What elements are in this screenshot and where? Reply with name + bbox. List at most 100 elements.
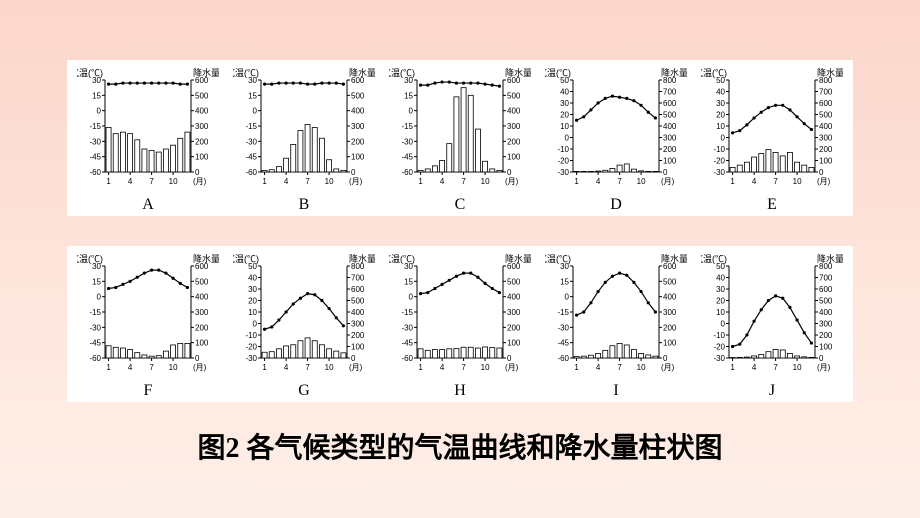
climate-chart-d: 气温(℃)降水量(mm)50403020100-10-20-3080070060… [545,66,687,194]
precip-bar [795,162,800,172]
temp-line [421,273,500,293]
svg-text:700: 700 [663,88,677,97]
precip-bar [156,356,161,358]
temp-marker [803,122,806,125]
svg-text:20: 20 [716,111,725,120]
svg-text:-15: -15 [557,308,569,317]
svg-text:0: 0 [253,320,258,329]
temp-marker [433,287,436,290]
svg-text:10: 10 [169,177,178,186]
temp-marker [292,81,295,84]
svg-text:400: 400 [351,308,365,317]
svg-text:4: 4 [128,363,133,372]
temp-marker [313,293,316,296]
svg-text:100: 100 [195,153,209,162]
temp-marker [738,129,741,132]
svg-text:-15: -15 [401,308,413,317]
precip-bar [596,353,601,358]
svg-text:-30: -30 [713,354,725,363]
svg-text:50: 50 [248,262,257,271]
temp-marker [654,116,657,119]
svg-text:500: 500 [351,91,365,100]
precip-bar [262,352,267,358]
svg-text:-10: -10 [713,331,725,340]
temp-marker [455,275,458,278]
svg-text:300: 300 [195,122,209,131]
svg-text:4: 4 [284,177,289,186]
temp-line [733,105,812,133]
temp-marker [632,99,635,102]
svg-text:200: 200 [195,323,209,332]
temp-marker [611,95,614,98]
temp-marker [277,81,280,84]
svg-text:600: 600 [663,99,677,108]
chart-cell-d: 气温(℃)降水量(mm)50403020100-10-20-3080070060… [545,66,687,214]
svg-text:0: 0 [351,168,356,177]
precip-bar [341,353,346,358]
temp-marker [604,281,607,284]
charts-container: 气温(℃)降水量(mm)30150-15-30-45-6060050040030… [67,60,853,402]
svg-text:-60: -60 [89,354,101,363]
precip-bar [744,357,749,358]
svg-text:400: 400 [195,107,209,116]
precip-bar [312,341,317,358]
svg-text:400: 400 [819,308,833,317]
svg-text:300: 300 [351,122,365,131]
precip-bar [291,345,296,358]
svg-text:4: 4 [440,363,445,372]
svg-text:4: 4 [596,177,601,186]
svg-text:-20: -20 [713,157,725,166]
chart-label: G [298,382,310,400]
svg-text:1: 1 [418,363,423,372]
figure-caption: 图2 各气候类型的气温曲线和降水量柱状图 [197,426,722,466]
svg-text:500: 500 [663,111,677,120]
svg-text:10: 10 [481,363,490,372]
temp-marker [186,82,189,85]
chart-cell-a: 气温(℃)降水量(mm)30150-15-30-45-6060050040030… [77,66,219,214]
precip-bar [766,352,771,358]
temp-marker [774,104,777,107]
precip-bar [185,343,190,358]
temp-marker [469,81,472,84]
svg-text:200: 200 [351,137,365,146]
temp-marker [157,81,160,84]
climate-chart-c: 气温(℃)降水量(mm)30150-15-30-45-6060050040030… [389,66,531,194]
precip-bar [418,170,423,172]
temp-marker [752,320,755,323]
svg-text:10: 10 [637,363,646,372]
precip-bar [639,171,644,172]
svg-text:0: 0 [721,320,726,329]
temp-marker [632,281,635,284]
svg-text:(月): (月) [193,177,207,186]
temp-marker [810,128,813,131]
temp-marker [483,82,486,85]
temp-marker [647,301,650,304]
temp-marker [491,84,494,87]
svg-text:300: 300 [507,308,521,317]
svg-text:0: 0 [507,354,512,363]
svg-text:600: 600 [351,285,365,294]
temp-marker [313,82,316,85]
temp-marker [150,81,153,84]
temp-marker [604,97,607,100]
chart-label: E [767,196,777,214]
precip-bar [163,149,168,172]
svg-text:(月): (月) [661,177,675,186]
precip-bar [730,167,735,172]
chart-label: B [299,196,310,214]
svg-text:50: 50 [716,76,725,85]
svg-text:600: 600 [819,99,833,108]
precip-bar [787,353,792,358]
precip-bar [737,165,742,172]
svg-text:-45: -45 [401,153,413,162]
svg-text:-60: -60 [401,354,413,363]
svg-text:100: 100 [819,343,833,352]
temp-marker [128,280,131,283]
svg-text:1: 1 [106,177,111,186]
svg-text:-15: -15 [89,122,101,131]
precip-bar [773,152,778,172]
svg-text:10: 10 [560,122,569,131]
precip-bar [461,347,466,358]
temp-marker [639,104,642,107]
temp-marker [143,272,146,275]
